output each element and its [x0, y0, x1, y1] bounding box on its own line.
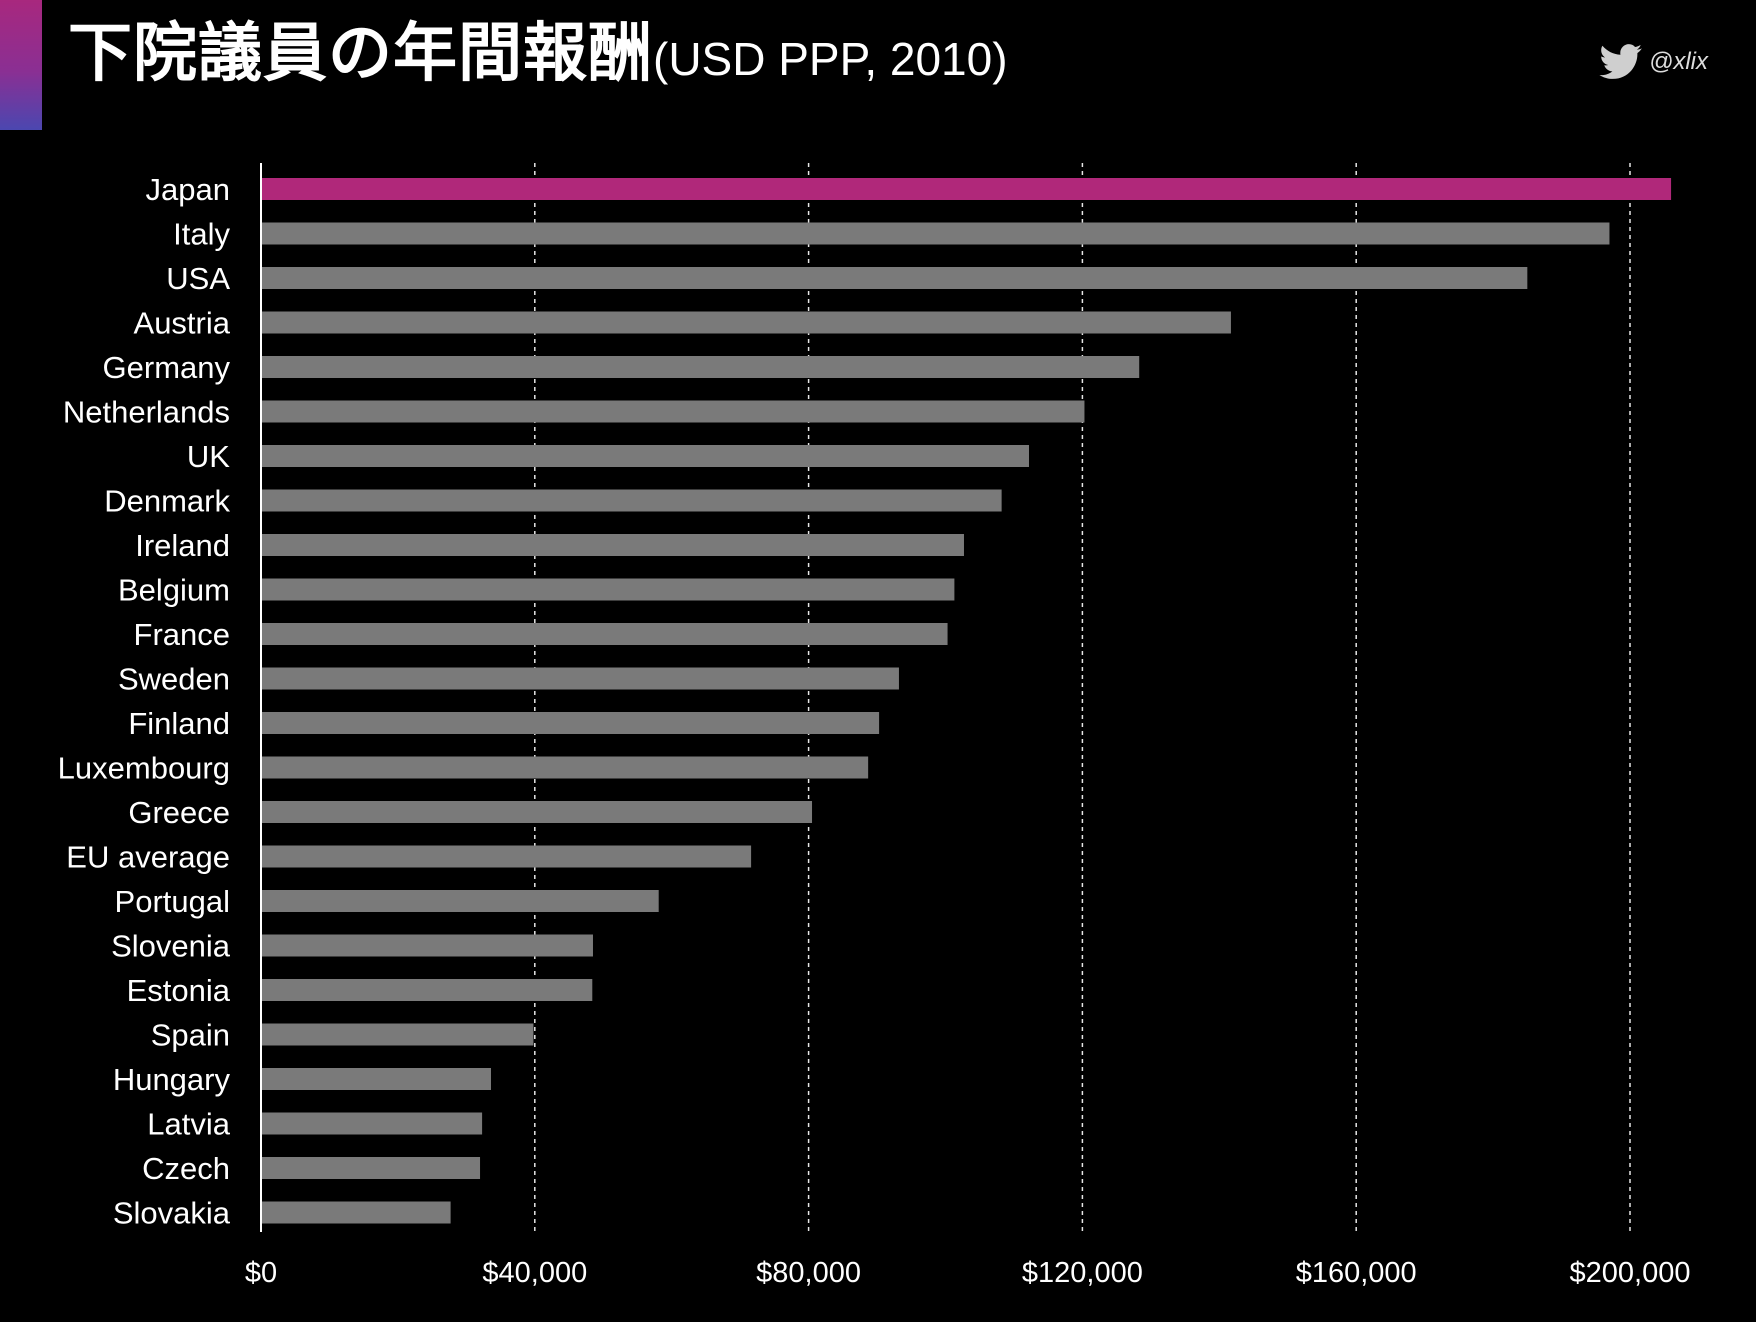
bar-usa: [261, 267, 1528, 289]
bar-sweden: [261, 667, 899, 690]
category-label: Portugal: [115, 884, 230, 919]
title-accent-bar: [0, 0, 42, 130]
category-label: Slovenia: [111, 929, 231, 964]
category-label: USA: [166, 261, 230, 296]
category-label: Finland: [128, 706, 230, 741]
category-label: Belgium: [118, 573, 230, 608]
bar-greece: [261, 801, 813, 823]
author-handle-text: @xlix: [1648, 48, 1708, 75]
category-label: Sweden: [118, 662, 230, 697]
x-tick-label: $40,000: [482, 1257, 587, 1289]
x-tick-label: $200,000: [1570, 1257, 1691, 1289]
category-label: Netherlands: [63, 395, 230, 430]
bar-hungary: [261, 1068, 491, 1090]
bar-germany: [261, 356, 1140, 378]
x-tick-label: $160,000: [1296, 1257, 1417, 1289]
bar-slovenia: [261, 934, 593, 957]
twitter-bird-icon: [1599, 44, 1643, 80]
category-label: Germany: [103, 350, 231, 385]
bar-denmark: [261, 489, 1002, 512]
category-label: EU average: [66, 840, 230, 875]
category-label: Luxembourg: [58, 751, 230, 786]
bar-portugal: [261, 890, 659, 912]
bar-austria: [261, 311, 1231, 334]
category-label: France: [134, 617, 230, 652]
chart-title-main: 下院議員の年間報酬: [68, 17, 653, 91]
x-tick-label: $120,000: [1022, 1257, 1143, 1289]
bar-belgium: [261, 578, 955, 601]
category-label: Spain: [151, 1018, 230, 1053]
bar-slovakia: [261, 1201, 451, 1224]
category-label: Denmark: [104, 484, 230, 519]
category-label: Austria: [134, 306, 231, 341]
category-label: Latvia: [147, 1107, 230, 1142]
bar-uk: [261, 445, 1030, 467]
bar-netherlands: [261, 400, 1085, 423]
chart-title: 下院議員の年間報酬(USD PPP, 2010): [68, 22, 1008, 86]
bar-ireland: [261, 534, 964, 556]
chart-title-subtitle: (USD PPP, 2010): [653, 33, 1008, 85]
category-label: Estonia: [127, 973, 231, 1008]
x-tick-label: $80,000: [756, 1257, 861, 1289]
category-label: UK: [187, 439, 230, 474]
category-label: Greece: [128, 795, 230, 830]
x-tick-label: $0: [245, 1257, 277, 1289]
bar-france: [261, 623, 948, 645]
bar-latvia: [261, 1112, 483, 1135]
category-label: Slovakia: [113, 1196, 231, 1231]
bar-spain: [261, 1023, 534, 1046]
author-handle[interactable]: @xlix: [1599, 44, 1708, 80]
bar-japan: [261, 178, 1672, 200]
category-label: Ireland: [135, 528, 230, 563]
category-label: Italy: [173, 217, 230, 252]
category-label: Hungary: [113, 1062, 231, 1097]
category-label: Czech: [142, 1151, 230, 1186]
bar-italy: [261, 222, 1610, 245]
bar-czech: [261, 1157, 481, 1179]
bar-luxembourg: [261, 756, 869, 779]
bar-finland: [261, 712, 880, 734]
bar-eu-average: [261, 845, 752, 868]
bar-estonia: [261, 979, 593, 1001]
category-label: Japan: [146, 172, 230, 207]
